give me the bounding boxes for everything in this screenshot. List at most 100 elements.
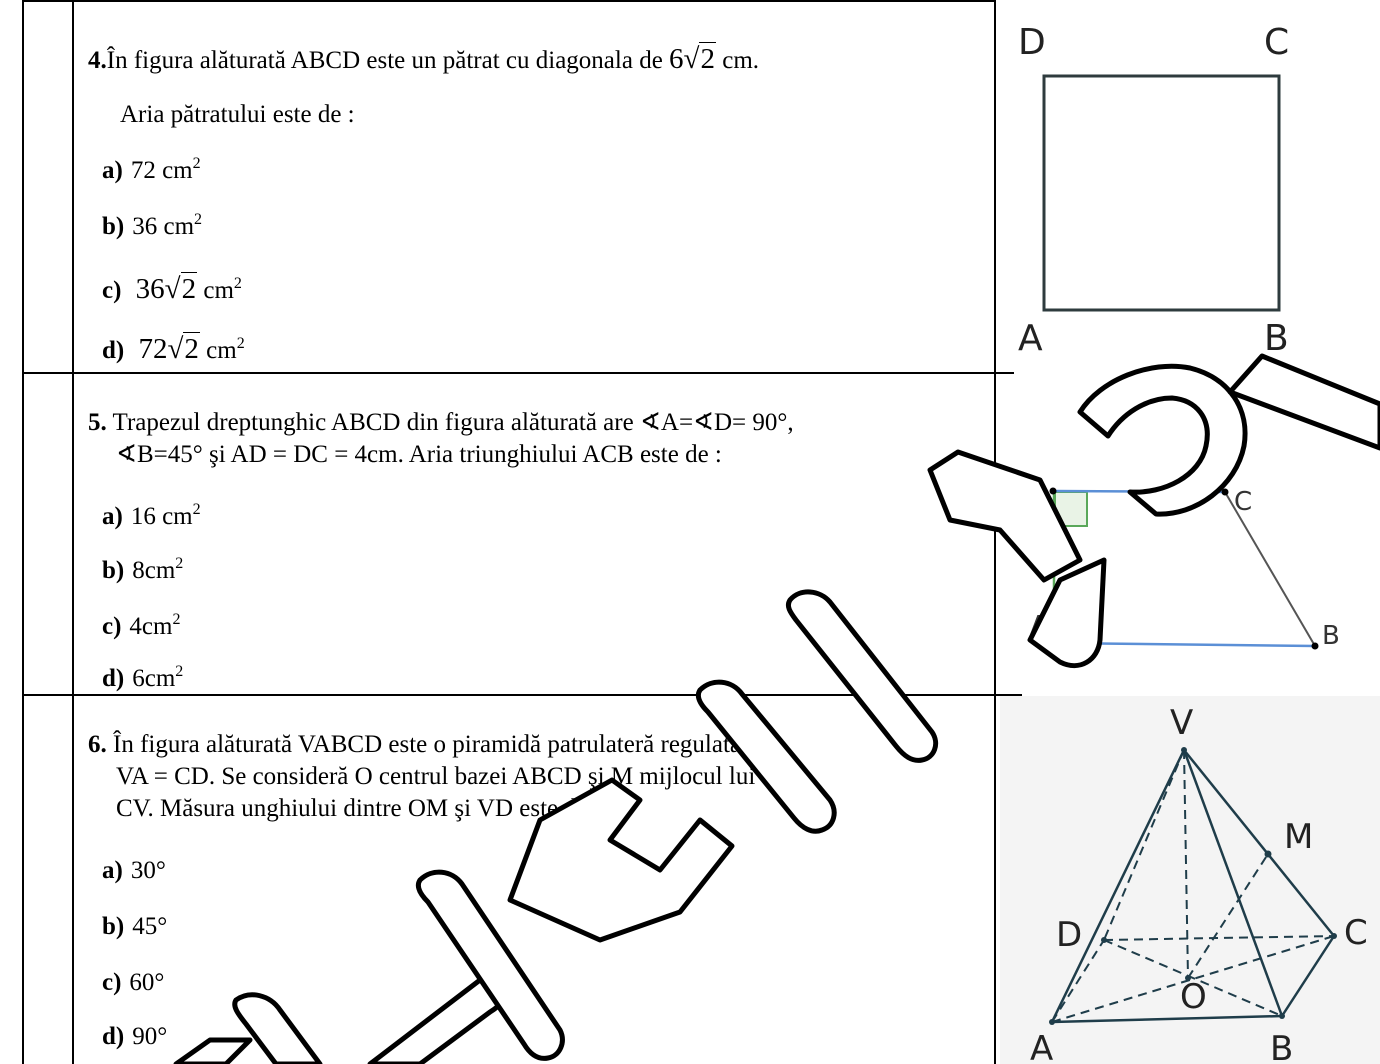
option-a: a) 72 cm2 xyxy=(102,156,201,186)
sqrt-coef: 6 xyxy=(669,43,684,75)
option-value: 72 cm xyxy=(130,157,193,184)
edge-dc xyxy=(1103,935,1335,941)
question-6-line1: 6. În figura alăturată VABCD este o pira… xyxy=(88,730,783,760)
watermark-letter-11 xyxy=(1227,353,1380,451)
sqrt-radicand: 2 xyxy=(183,332,200,365)
option-label: b) xyxy=(102,557,125,584)
option-unit: cm xyxy=(199,337,237,364)
option-c: c) 36√2 cm2 xyxy=(102,272,242,306)
sqrt-radicand: 2 xyxy=(699,42,716,75)
edge-va xyxy=(1050,749,1186,1023)
trapezoid-figure: D C A B xyxy=(1028,487,1340,651)
vertex-b-label: B xyxy=(1270,1029,1293,1064)
question-text: CV. Măsura unghiului dintre OM şi VD est… xyxy=(116,795,602,822)
watermark-letter-2 xyxy=(232,992,323,1064)
option-d: d) 6cm2 xyxy=(102,664,183,694)
table-divider-vertical xyxy=(72,0,74,1064)
option-value: 60° xyxy=(129,969,165,996)
option-label: d) xyxy=(102,665,125,692)
question-6-line3: CV. Măsura unghiului dintre OM şi VD est… xyxy=(116,794,601,824)
option-exponent: 2 xyxy=(192,501,201,518)
sqrt-expression: 36√2 xyxy=(135,272,198,305)
question-text: ∢B=45° şi AD = DC = 4cm. Aria triunghiul… xyxy=(116,441,722,468)
edge-ab xyxy=(1051,1014,1283,1024)
option-exponent: 2 xyxy=(175,663,184,680)
row-divider-2 xyxy=(22,694,1022,696)
option-d: d) 72√2 cm2 xyxy=(102,332,245,366)
option-exponent: 2 xyxy=(175,555,184,572)
vertex-c-label: C xyxy=(1264,22,1289,63)
vertex-b-label: B xyxy=(1322,621,1340,651)
diagonal-db xyxy=(1103,939,1283,1017)
sqrt-expression: 72√2 xyxy=(138,332,200,365)
option-label: a) xyxy=(102,857,123,884)
option-value: 30° xyxy=(130,857,166,884)
option-exponent: 2 xyxy=(172,611,181,628)
question-5-line2: ∢B=45° şi AD = DC = 4cm. Aria triunghiul… xyxy=(116,440,722,470)
option-value: 90° xyxy=(132,1023,168,1050)
right-angle-mark-a xyxy=(1054,607,1088,643)
edge-vd xyxy=(1103,749,1185,941)
sqrt-coef: 36 xyxy=(135,273,165,305)
option-label: c) xyxy=(102,277,122,304)
height-vo xyxy=(1183,749,1189,979)
option-b: b) 45° xyxy=(102,912,167,942)
vertex-v-label: V xyxy=(1170,703,1193,743)
option-label: c) xyxy=(102,613,122,640)
vertex-d-label: D xyxy=(1056,915,1082,955)
option-d: d) 90° xyxy=(102,1022,167,1052)
option-value: 6cm xyxy=(132,665,176,692)
sqrt-radicand: 2 xyxy=(180,272,198,305)
point-c xyxy=(1331,933,1337,939)
right-angle-mark-d xyxy=(1054,491,1088,527)
square-shape xyxy=(1042,74,1281,312)
point-m-label: M xyxy=(1284,817,1313,857)
question-6-line2: VA = CD. Se consideră O centrul bazei AB… xyxy=(116,762,755,792)
question-text: Aria pătratului este de : xyxy=(120,101,355,128)
option-value: 36 cm xyxy=(132,213,195,240)
question-4-line1: 4.În figura alăturată ABCD este un pătra… xyxy=(88,42,759,76)
edge-ad xyxy=(1051,939,1105,1023)
option-value: 4cm xyxy=(129,613,173,640)
vertex-d-label: D xyxy=(1018,22,1046,63)
table-border-top xyxy=(22,0,996,2)
vertex-b-label: B xyxy=(1264,318,1289,359)
question-number: 4. xyxy=(88,47,107,74)
side-cb xyxy=(1224,491,1316,647)
edge-bc xyxy=(1280,935,1336,1017)
vertex-d-label: D xyxy=(1028,489,1048,519)
diagonal-ac xyxy=(1051,935,1335,1023)
vertex-a-label: A xyxy=(1018,318,1043,359)
option-b: b) 36 cm2 xyxy=(102,212,202,242)
watermark-letter-1 xyxy=(173,1037,253,1064)
option-label: a) xyxy=(102,157,123,184)
square-figure: D C A B xyxy=(998,2,1308,360)
option-label: b) xyxy=(102,913,125,940)
option-exponent: 2 xyxy=(194,211,203,228)
question-text: Trapezul dreptunghic ABCD din figura ală… xyxy=(106,409,794,436)
watermark-letter-3 xyxy=(367,973,509,1064)
vertex-a-label: A xyxy=(1030,1029,1053,1064)
option-label: b) xyxy=(102,213,125,240)
vertex-a-label: A xyxy=(1030,611,1048,641)
option-value: 8cm xyxy=(132,557,176,584)
point-o xyxy=(1185,975,1191,981)
vertex-d-point xyxy=(1049,487,1057,495)
option-label: c) xyxy=(102,969,122,996)
segment-om xyxy=(1187,853,1269,979)
option-label: a) xyxy=(102,503,123,530)
option-label: d) xyxy=(102,1023,125,1050)
table-border-left xyxy=(22,0,24,1064)
vertex-c-label: C xyxy=(1344,913,1368,953)
option-value: 16 cm xyxy=(130,503,193,530)
question-text: În figura alăturată ABCD este un pătrat … xyxy=(106,47,670,74)
option-exponent: 2 xyxy=(233,275,242,292)
point-o-label: O xyxy=(1180,977,1207,1017)
vertex-a-point xyxy=(1049,639,1057,647)
option-exponent: 2 xyxy=(192,155,201,172)
question-number: 6. xyxy=(88,731,107,758)
option-a: a) 16 cm2 xyxy=(102,502,201,532)
sqrt-expression: 6√2 xyxy=(669,42,716,75)
point-a xyxy=(1049,1019,1055,1025)
